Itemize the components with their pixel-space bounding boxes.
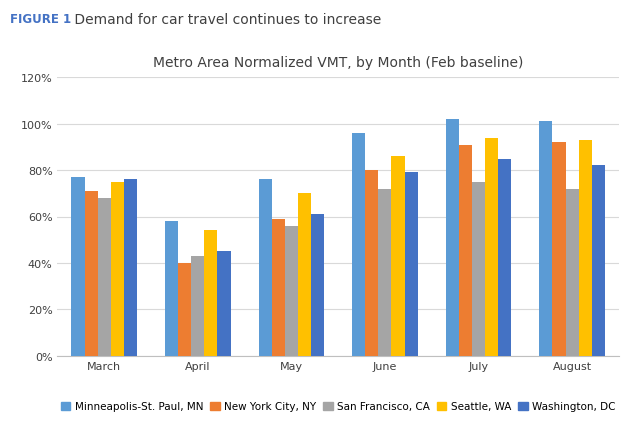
- Bar: [591, 166, 605, 356]
- Bar: [71, 178, 85, 356]
- Bar: [579, 141, 591, 356]
- Bar: [378, 189, 392, 356]
- Bar: [111, 182, 124, 356]
- Bar: [258, 180, 272, 356]
- Bar: [352, 134, 366, 356]
- Bar: [553, 143, 565, 356]
- Bar: [218, 252, 230, 356]
- Text: FIGURE 1: FIGURE 1: [10, 13, 71, 26]
- Legend: Minneapolis-St. Paul, MN, New York City, NY, San Francisco, CA, Seattle, WA, Was: Minneapolis-St. Paul, MN, New York City,…: [57, 397, 619, 415]
- Bar: [191, 256, 204, 356]
- Bar: [459, 145, 472, 356]
- Bar: [285, 226, 298, 356]
- Bar: [298, 194, 311, 356]
- Bar: [392, 157, 404, 356]
- Bar: [272, 219, 285, 356]
- Bar: [498, 159, 511, 356]
- Bar: [404, 173, 418, 356]
- Bar: [472, 182, 485, 356]
- Title: Metro Area Normalized VMT, by Month (Feb baseline): Metro Area Normalized VMT, by Month (Feb…: [153, 56, 523, 70]
- Bar: [85, 191, 98, 356]
- Bar: [124, 180, 137, 356]
- Bar: [165, 222, 178, 356]
- Bar: [539, 122, 553, 356]
- Bar: [366, 171, 378, 356]
- Bar: [565, 189, 579, 356]
- Bar: [446, 120, 459, 356]
- Text: Demand for car travel continues to increase: Demand for car travel continues to incre…: [70, 13, 382, 27]
- Bar: [204, 231, 218, 356]
- Bar: [98, 198, 111, 356]
- Bar: [311, 215, 324, 356]
- Bar: [178, 263, 191, 356]
- Bar: [485, 138, 498, 356]
